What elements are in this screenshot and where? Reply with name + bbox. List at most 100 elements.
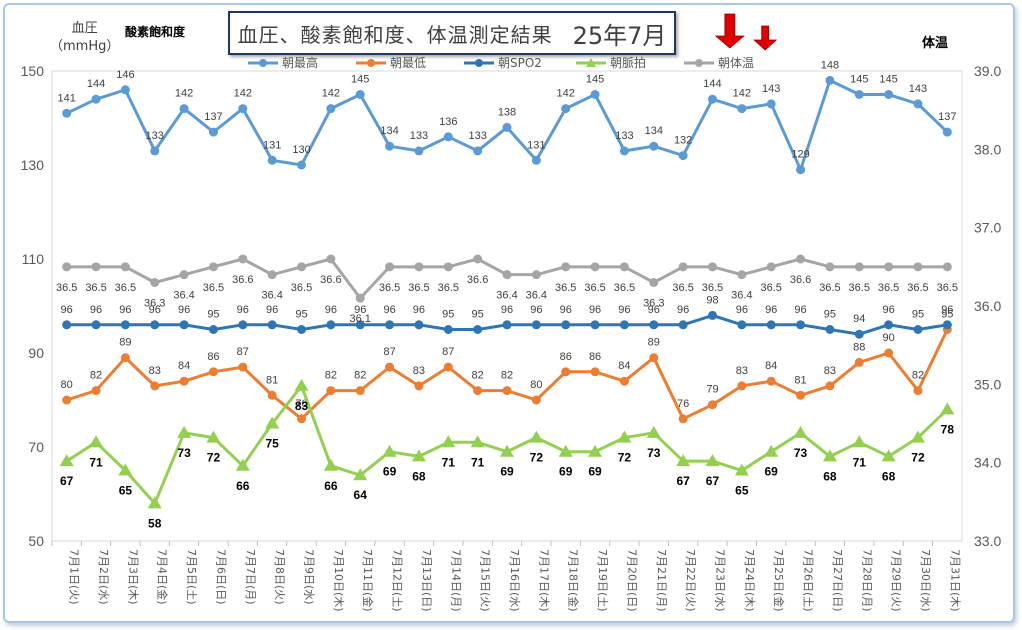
data-label: 81 xyxy=(794,374,806,386)
data-label: 65 xyxy=(119,484,133,498)
data-label: 36.5 xyxy=(438,282,459,294)
data-point xyxy=(913,325,923,334)
data-label: 36.5 xyxy=(702,282,723,294)
x-axis-tick-label: 7月24日(木) xyxy=(743,549,756,612)
data-point xyxy=(678,320,688,330)
data-label: 67 xyxy=(676,474,690,488)
data-point xyxy=(473,325,483,334)
data-point xyxy=(737,381,747,391)
x-axis-tick-label: 7月26日(土) xyxy=(802,549,815,612)
data-point xyxy=(561,262,571,272)
x-axis-tick-label: 7月19日(土) xyxy=(596,549,609,612)
data-point xyxy=(913,386,923,396)
data-point xyxy=(355,386,365,396)
data-label: 81 xyxy=(266,374,278,386)
data-label: 145 xyxy=(879,74,897,86)
data-point xyxy=(825,75,835,85)
data-point xyxy=(443,325,453,334)
data-point xyxy=(235,458,250,471)
data-label: 36.6 xyxy=(790,274,811,286)
data-point xyxy=(326,254,336,264)
data-label: 68 xyxy=(412,469,426,483)
data-point xyxy=(854,90,864,99)
data-point xyxy=(531,270,541,280)
data-label: 71 xyxy=(471,455,485,469)
data-label: 80 xyxy=(530,379,542,391)
legend-label: 朝最高 xyxy=(282,55,318,70)
data-label: 134 xyxy=(380,125,398,137)
left-axis-tick-label: 50 xyxy=(28,533,44,549)
data-point xyxy=(89,435,104,448)
data-point xyxy=(796,254,806,264)
data-point xyxy=(91,94,101,104)
data-label: 89 xyxy=(119,337,131,349)
data-label: 95 xyxy=(824,309,836,321)
data-point xyxy=(825,381,835,391)
data-point xyxy=(353,468,368,481)
data-point xyxy=(764,444,779,457)
data-label: 36.4 xyxy=(731,290,752,302)
data-point xyxy=(355,90,365,99)
data-point xyxy=(531,395,541,405)
data-point xyxy=(355,293,365,303)
data-label: 66 xyxy=(324,479,338,493)
data-label: 83 xyxy=(295,399,309,413)
data-point xyxy=(588,444,603,457)
data-label: 36.5 xyxy=(379,282,400,294)
data-label: 142 xyxy=(234,88,252,100)
data-point xyxy=(913,99,923,109)
data-label: 96 xyxy=(325,304,337,316)
data-label: 134 xyxy=(645,125,663,137)
data-point xyxy=(323,458,338,471)
data-label: 96 xyxy=(941,304,953,316)
data-label: 96 xyxy=(882,304,894,316)
data-point xyxy=(590,262,600,272)
data-label: 36.6 xyxy=(232,274,253,286)
data-point xyxy=(707,94,717,104)
data-label: 68 xyxy=(882,469,896,483)
data-point xyxy=(118,463,133,476)
right-axis-tick-label: 34.0 xyxy=(974,455,1001,471)
data-point xyxy=(297,414,307,424)
data-label: 36.3 xyxy=(144,298,165,310)
data-label: 87 xyxy=(237,346,249,358)
data-label: 36.6 xyxy=(467,274,488,286)
data-label: 83 xyxy=(736,365,748,377)
data-label: 96 xyxy=(501,304,513,316)
data-point xyxy=(147,496,162,509)
x-axis-tick-label: 7月27日(日) xyxy=(831,549,844,612)
data-label: 96 xyxy=(765,304,777,316)
data-point xyxy=(297,262,307,272)
data-point xyxy=(737,104,747,114)
data-point xyxy=(649,353,659,363)
data-point xyxy=(150,146,160,156)
data-point xyxy=(852,435,867,448)
data-point xyxy=(473,386,483,396)
chart-title-box: 血圧、酸素飽和度、体温測定結果 25年7月 xyxy=(228,11,676,55)
data-point xyxy=(385,362,395,372)
data-point xyxy=(910,430,925,443)
data-label: 143 xyxy=(909,83,927,95)
data-point xyxy=(208,367,218,377)
x-axis-tick-label: 7月5日(土) xyxy=(185,549,198,605)
x-axis-tick-label: 7月8日(火) xyxy=(273,549,286,605)
data-label: 82 xyxy=(912,370,924,382)
legend-label: 朝体温 xyxy=(718,56,754,70)
data-label: 36.5 xyxy=(614,282,635,294)
data-point xyxy=(62,108,72,118)
data-point xyxy=(382,444,397,457)
data-label: 86 xyxy=(589,351,601,363)
data-label: 129 xyxy=(791,149,809,161)
data-point xyxy=(267,320,277,330)
series-line xyxy=(65,384,949,505)
data-label: 86 xyxy=(207,351,219,363)
data-label: 36.5 xyxy=(291,282,312,294)
legend-item: 朝最低 xyxy=(356,56,426,70)
left-axis-tick-label: 110 xyxy=(22,251,45,267)
legend-item: 朝脈拍 xyxy=(576,55,646,70)
data-label: 96 xyxy=(178,304,190,316)
data-label: 96 xyxy=(736,304,748,316)
data-point xyxy=(558,444,573,457)
data-label: 72 xyxy=(530,451,544,465)
data-label: 83 xyxy=(149,365,161,377)
